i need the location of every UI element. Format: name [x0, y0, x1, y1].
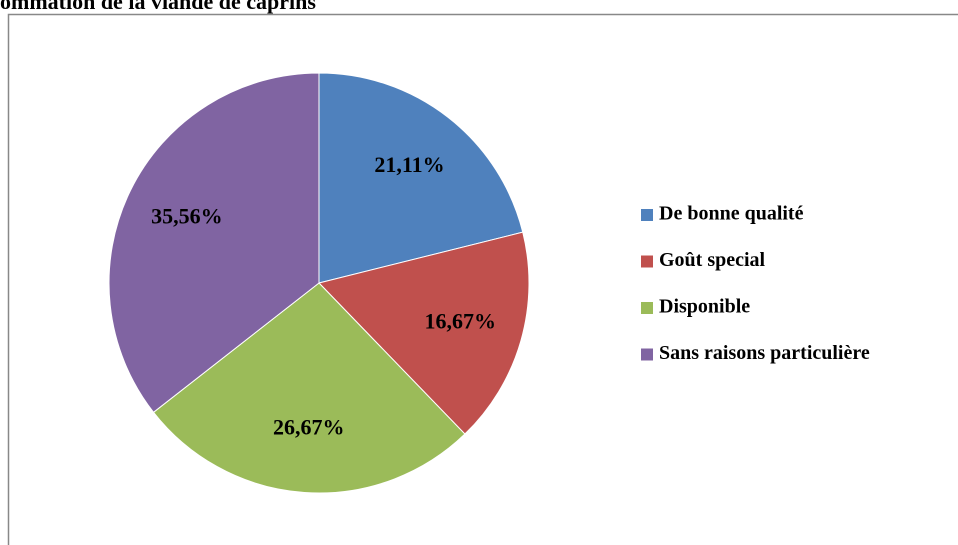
pie-slice	[318, 231, 530, 435]
chart-title: ommation de la viande de caprins	[0, 0, 316, 14]
legend-swatch	[641, 209, 653, 221]
legend-label: Sans raisons particulière	[659, 342, 870, 364]
legend-swatch	[641, 348, 653, 361]
legend-label: Disponible	[659, 296, 750, 318]
data-label: 16,67%	[425, 309, 497, 334]
pie-slice	[152, 282, 466, 494]
legend-label: De bonne qualité	[659, 203, 804, 225]
data-label: 21,11%	[374, 152, 444, 177]
data-label: 26,67%	[273, 415, 345, 440]
data-label: 35,56%	[151, 204, 223, 229]
legend-swatch	[641, 302, 653, 314]
legend-swatch	[641, 255, 653, 268]
legend-label: Goût special	[659, 249, 766, 271]
pie-slice	[108, 72, 320, 414]
pie-slice	[318, 72, 524, 284]
